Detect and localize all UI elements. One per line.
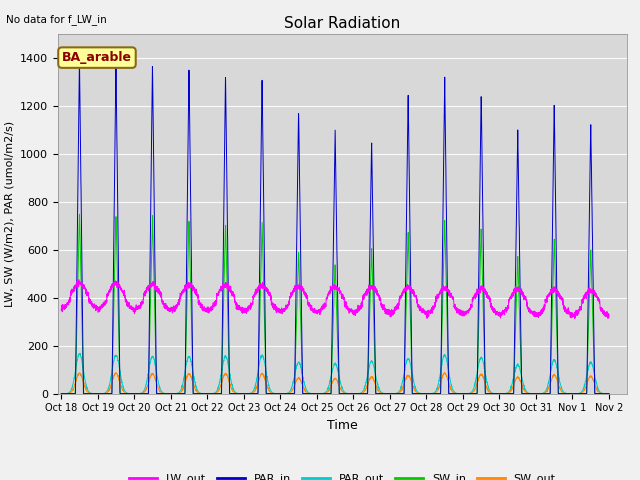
- Y-axis label: LW, SW (W/m2), PAR (umol/m2/s): LW, SW (W/m2), PAR (umol/m2/s): [4, 120, 14, 307]
- X-axis label: Time: Time: [327, 419, 358, 432]
- Title: Solar Radiation: Solar Radiation: [284, 16, 401, 31]
- Text: BA_arable: BA_arable: [62, 51, 132, 64]
- Text: No data for f_LW_in: No data for f_LW_in: [6, 14, 107, 25]
- Legend: LW_out, PAR_in, PAR_out, SW_in, SW_out: LW_out, PAR_in, PAR_out, SW_in, SW_out: [125, 469, 560, 480]
